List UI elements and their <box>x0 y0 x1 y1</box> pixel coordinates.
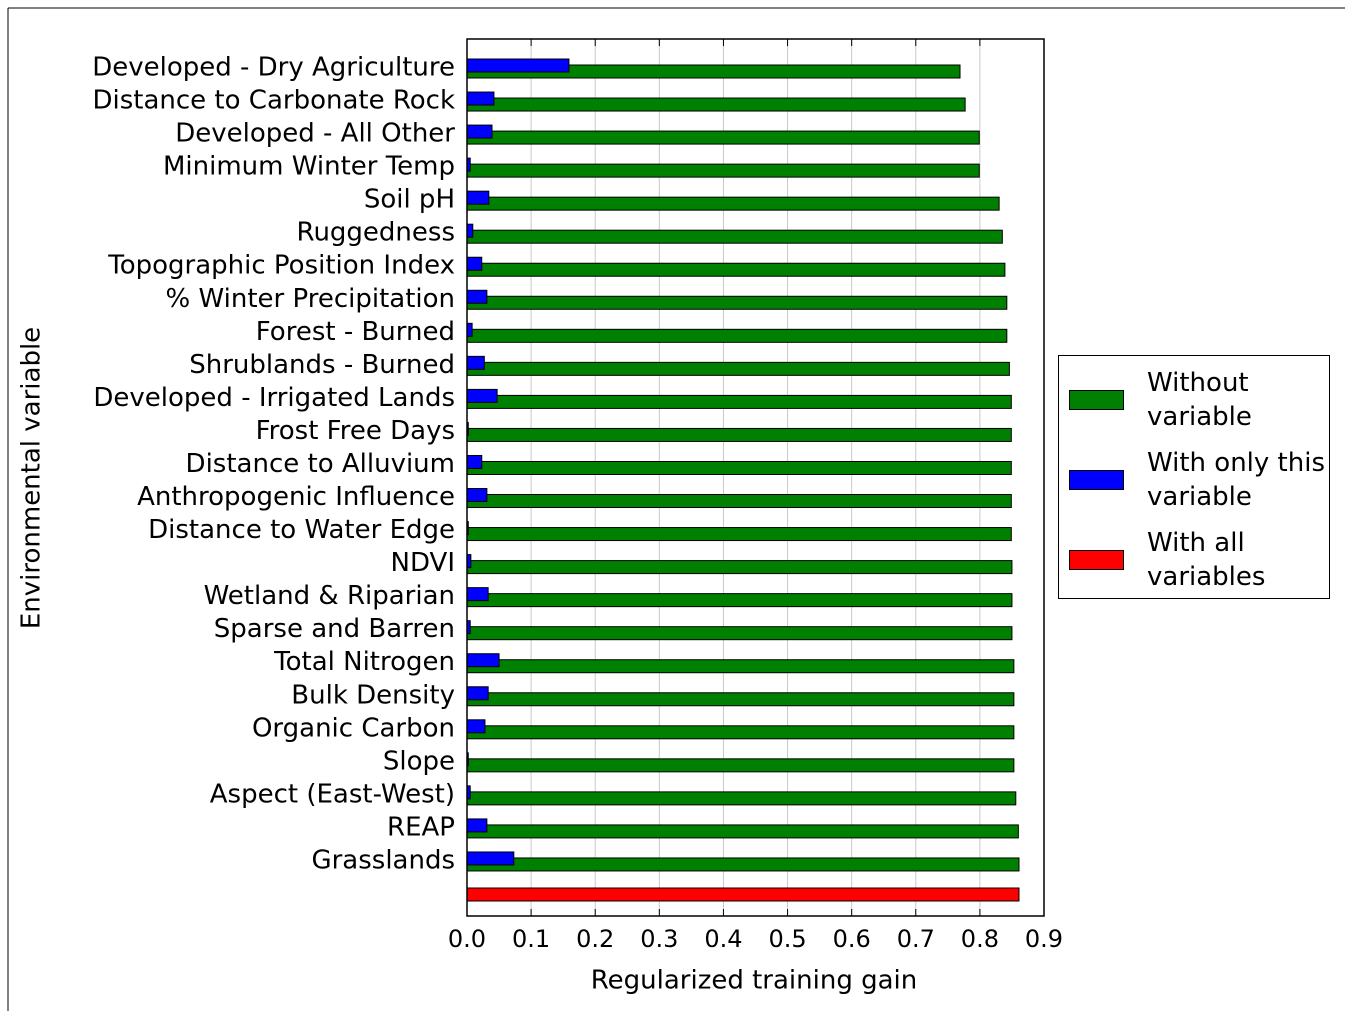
bar <box>466 460 1012 475</box>
bar <box>466 388 498 403</box>
bar <box>466 229 1003 244</box>
bar <box>466 488 488 503</box>
bar <box>466 394 1012 409</box>
category-label: Topographic Position Index <box>107 251 455 281</box>
bar <box>466 887 1020 902</box>
bar <box>466 857 1020 872</box>
legend-entry: With only this variable <box>1069 446 1325 514</box>
bar <box>466 262 1006 277</box>
bar <box>466 58 570 73</box>
category-label: Developed - Irrigated Lands <box>93 383 455 413</box>
x-tick-label: 0.0 <box>448 925 486 953</box>
bar <box>466 527 1012 542</box>
legend-swatch <box>1069 390 1124 410</box>
bar <box>466 626 1013 641</box>
category-label: Developed - Dry Agriculture <box>92 53 455 83</box>
bar <box>466 289 488 304</box>
legend-entry: Without variable <box>1069 366 1325 434</box>
x-tick-label: 0.6 <box>833 925 871 953</box>
x-tick-label: 0.9 <box>1025 925 1063 953</box>
category-label: Distance to Alluvium <box>186 449 455 479</box>
x-tick-label: 0.7 <box>897 925 935 953</box>
x-tick-label: 0.8 <box>961 925 999 953</box>
category-label: NDVI <box>391 548 455 578</box>
category-label: Total Nitrogen <box>273 647 455 677</box>
category-label: Frost Free Days <box>256 416 455 446</box>
x-tick-label: 0.2 <box>576 925 614 953</box>
category-label: Sparse and Barren <box>214 614 455 644</box>
bar <box>466 427 1012 442</box>
bar <box>466 593 1013 608</box>
bar <box>466 124 493 139</box>
x-tick-label: 0.3 <box>640 925 678 953</box>
category-label: Forest - Burned <box>256 317 455 347</box>
bar <box>466 454 483 469</box>
bar <box>466 190 490 205</box>
category-label: Anthropogenic Influence <box>137 482 455 512</box>
legend: Without variable With only this variable W… <box>1058 355 1330 599</box>
x-axis-label: Regularized training gain <box>591 966 918 996</box>
bar <box>466 659 1015 674</box>
y-axis-label: Environmental variable <box>17 327 47 629</box>
bar <box>466 818 488 833</box>
bars <box>466 58 1020 902</box>
category-label: Soil pH <box>364 185 455 215</box>
bar <box>466 587 489 602</box>
bar <box>466 256 483 271</box>
category-label: Minimum Winter Temp <box>163 152 455 182</box>
category-label: Distance to Carbonate Rock <box>92 86 455 116</box>
category-label: Grasslands <box>311 845 455 875</box>
legend-label: With all variables <box>1147 528 1266 592</box>
category-label: Organic Carbon <box>252 713 455 743</box>
category-label: Distance to Water Edge <box>148 515 455 545</box>
bar <box>466 719 486 734</box>
bar <box>466 758 1015 773</box>
legend-label: With only this variable <box>1147 448 1326 512</box>
bar <box>466 725 1015 740</box>
legend-label: Without variable <box>1147 368 1252 432</box>
legend-swatch <box>1069 470 1124 490</box>
bar <box>466 130 980 145</box>
bar <box>466 851 515 866</box>
category-label: Slope <box>383 746 455 776</box>
category-label: Shrublands - Burned <box>189 350 455 380</box>
x-tick-label: 0.5 <box>768 925 806 953</box>
bar <box>466 361 1010 376</box>
bar <box>466 791 1017 806</box>
bar <box>466 692 1015 707</box>
bar <box>466 494 1012 509</box>
bar <box>466 824 1019 839</box>
legend-swatch <box>1069 550 1124 570</box>
bar <box>466 295 1008 310</box>
bar <box>466 322 473 337</box>
bar <box>466 163 980 178</box>
category-label: % Winter Precipitation <box>166 284 455 314</box>
x-tick-label: 0.1 <box>512 925 550 953</box>
bar <box>466 686 489 701</box>
x-tick-label: 0.4 <box>704 925 742 953</box>
category-label: Wetland & Riparian <box>204 581 455 611</box>
category-label: Bulk Density <box>291 680 455 710</box>
legend-entry: With all variables <box>1069 526 1325 594</box>
category-label: Developed - All Other <box>175 119 455 149</box>
category-label: Aspect (East-West) <box>210 779 455 809</box>
category-label: Ruggedness <box>297 218 455 248</box>
bar <box>466 223 474 238</box>
bar <box>466 328 1008 343</box>
bar <box>466 355 485 370</box>
bar <box>466 91 495 106</box>
bar <box>466 97 966 112</box>
bar <box>466 560 1013 575</box>
bar <box>466 196 1000 211</box>
bar <box>466 653 500 668</box>
category-label: REAP <box>387 812 455 842</box>
plot-frame <box>466 38 1045 917</box>
